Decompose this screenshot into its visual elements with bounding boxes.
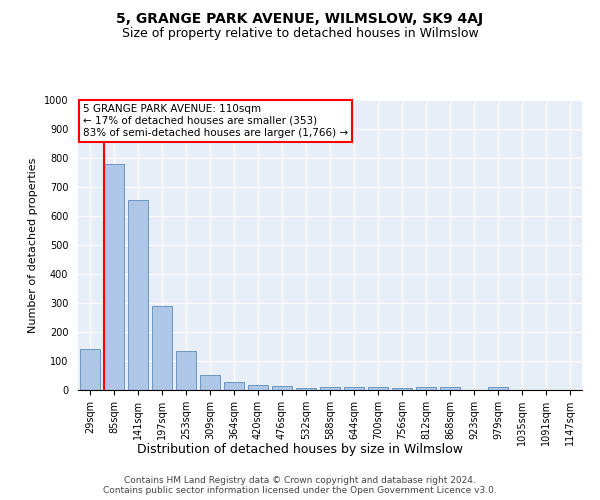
Bar <box>320 387 340 390</box>
Bar <box>176 352 196 390</box>
Bar <box>104 164 124 390</box>
Bar <box>200 375 220 390</box>
Bar <box>440 388 460 390</box>
Text: 5 GRANGE PARK AVENUE: 110sqm
← 17% of detached houses are smaller (353)
83% of s: 5 GRANGE PARK AVENUE: 110sqm ← 17% of de… <box>83 104 348 138</box>
Bar <box>296 388 316 390</box>
Bar <box>392 388 412 390</box>
Text: Size of property relative to detached houses in Wilmslow: Size of property relative to detached ho… <box>122 28 478 40</box>
Text: 5, GRANGE PARK AVENUE, WILMSLOW, SK9 4AJ: 5, GRANGE PARK AVENUE, WILMSLOW, SK9 4AJ <box>116 12 484 26</box>
Bar <box>152 306 172 390</box>
Bar <box>344 387 364 390</box>
Bar <box>80 350 100 390</box>
Text: Distribution of detached houses by size in Wilmslow: Distribution of detached houses by size … <box>137 442 463 456</box>
Bar <box>128 200 148 390</box>
Y-axis label: Number of detached properties: Number of detached properties <box>28 158 38 332</box>
Bar <box>224 382 244 390</box>
Bar <box>368 387 388 390</box>
Bar <box>416 388 436 390</box>
Bar <box>248 385 268 390</box>
Bar <box>272 386 292 390</box>
Text: Contains HM Land Registry data © Crown copyright and database right 2024.
Contai: Contains HM Land Registry data © Crown c… <box>103 476 497 495</box>
Bar <box>488 387 508 390</box>
